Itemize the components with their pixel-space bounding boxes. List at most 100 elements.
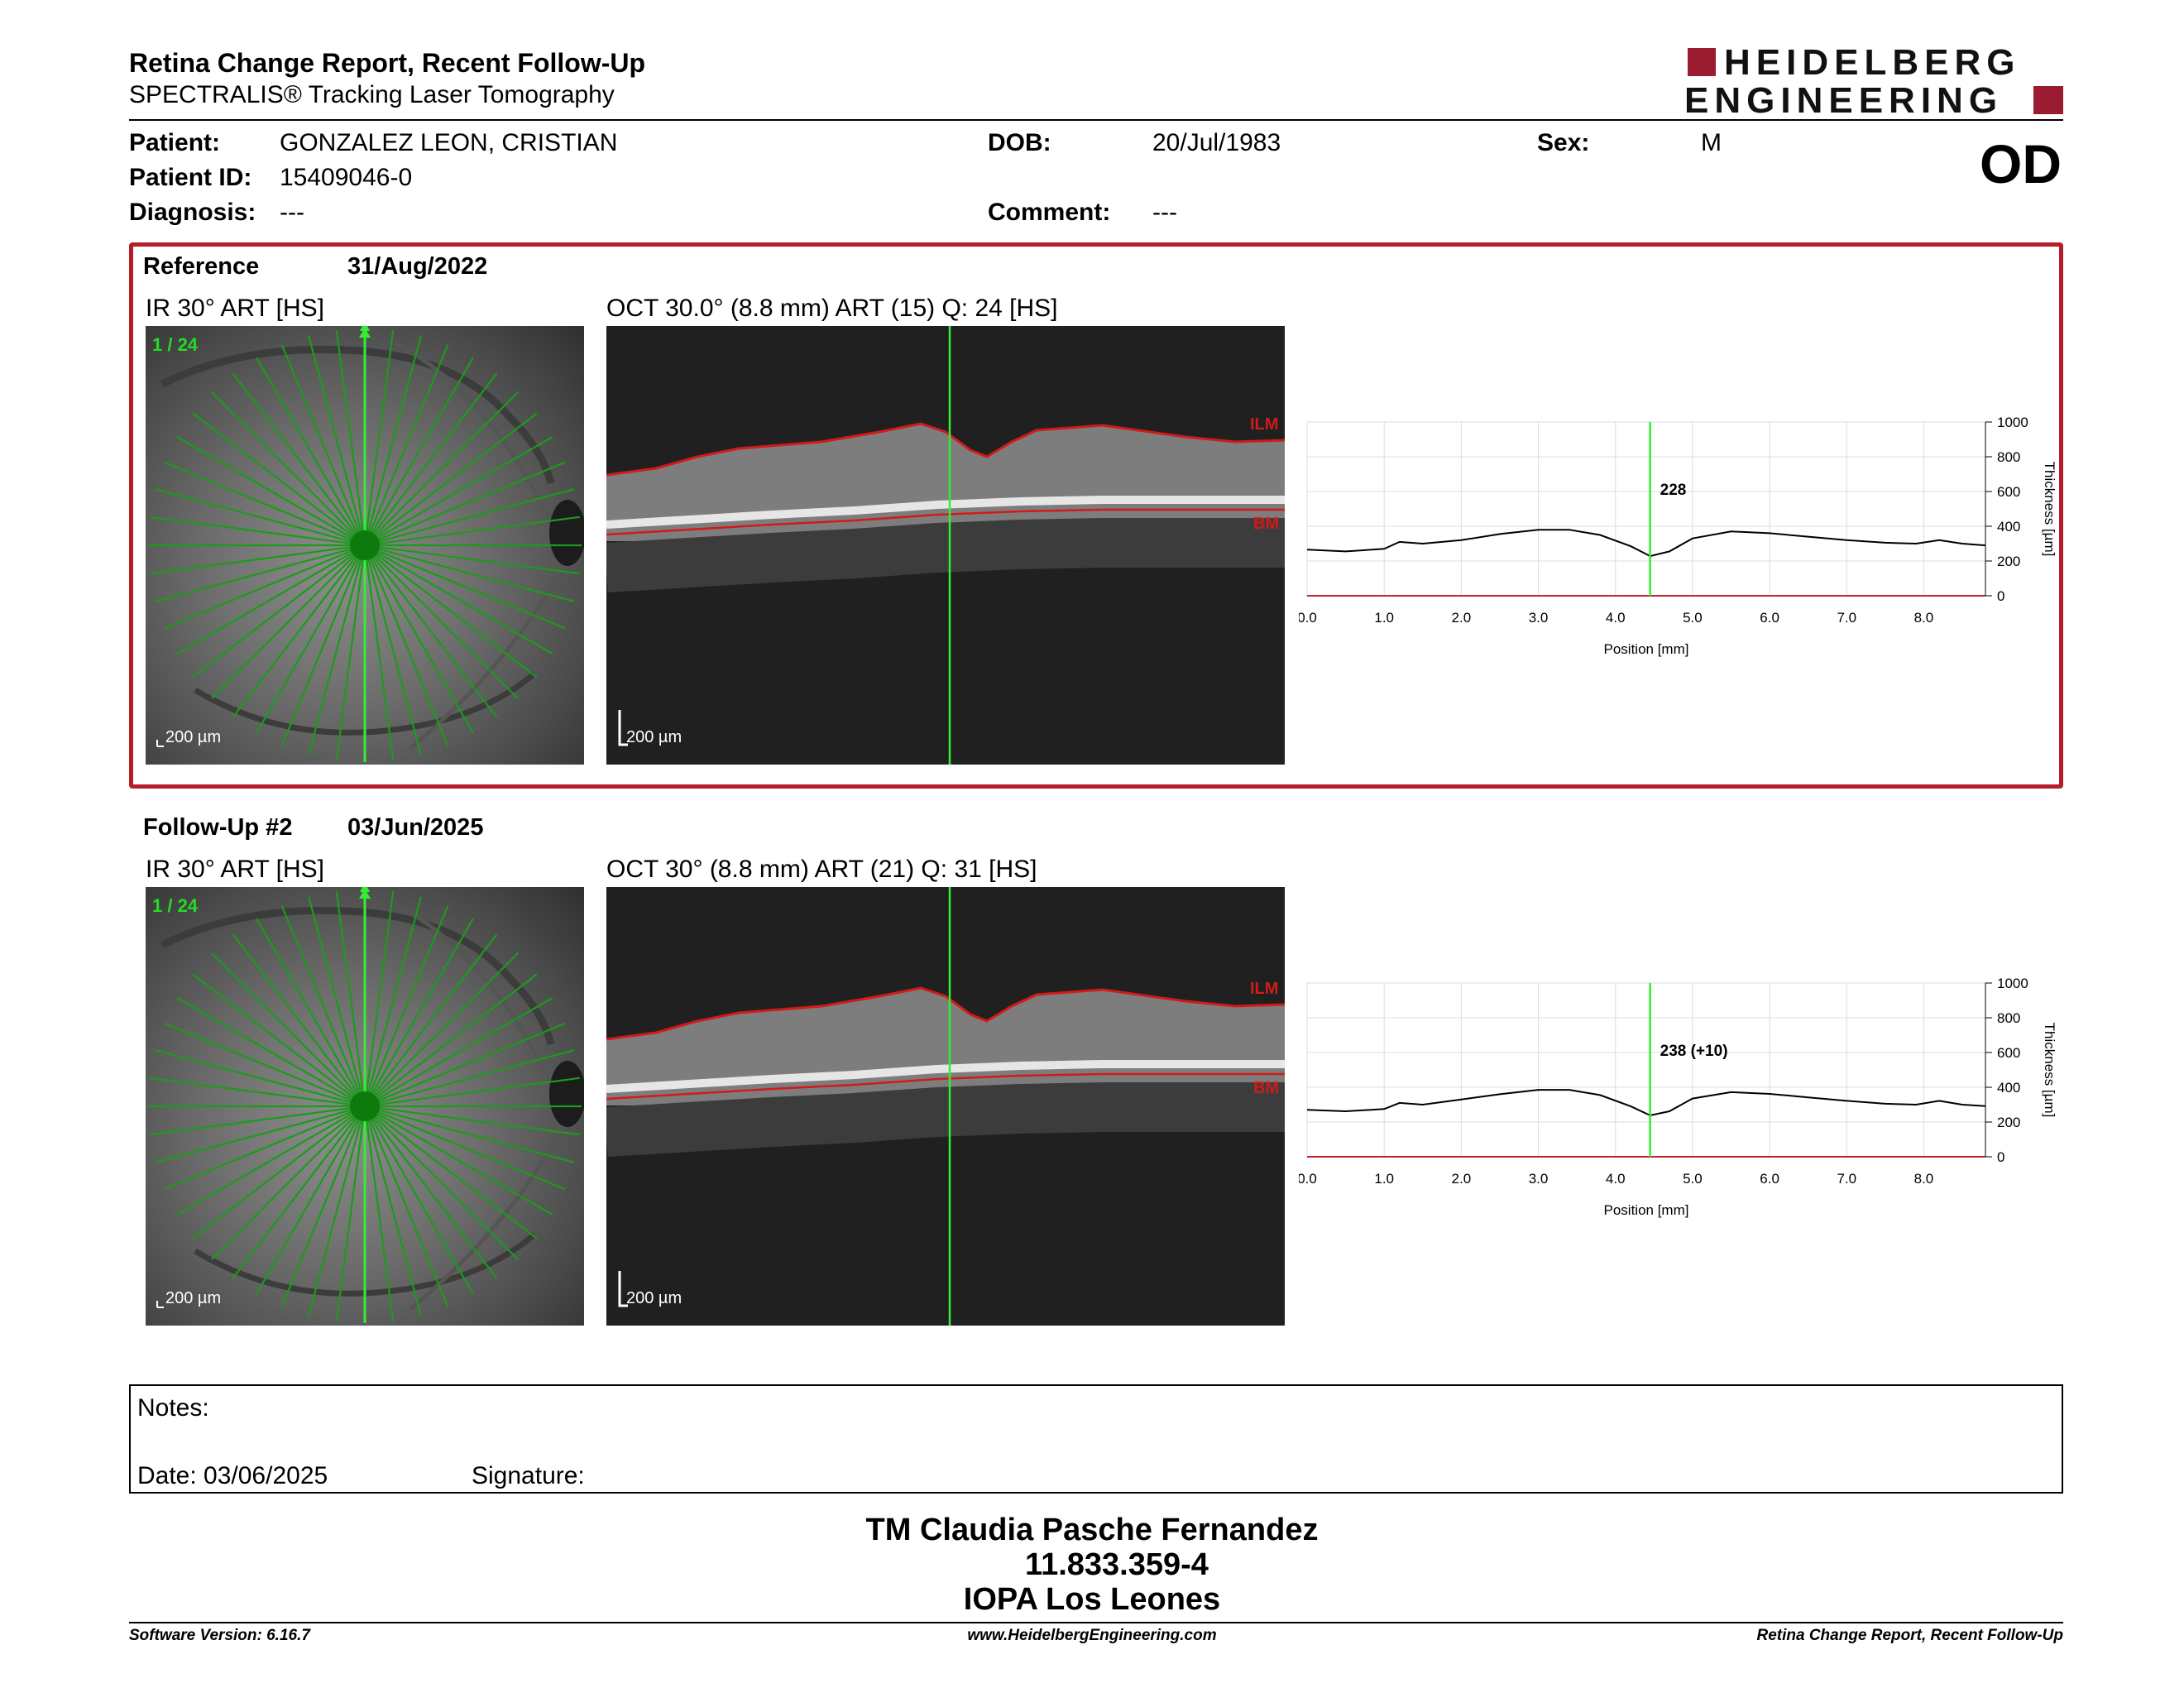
- patient-name: GONZALEZ LEON, CRISTIAN: [280, 129, 618, 156]
- header-divider: [129, 119, 2063, 121]
- x-tick-label: 2.0: [1452, 1171, 1472, 1187]
- x-tick-label: 8.0: [1914, 610, 1934, 626]
- followup-ilm-label: ILM: [1250, 980, 1279, 998]
- x-tick-label: 4.0: [1606, 610, 1626, 626]
- website-url: www.HeidelbergEngineering.com: [967, 1627, 1217, 1644]
- scan-direction-arrow: [359, 889, 371, 899]
- x-tick-label: 1.0: [1374, 1171, 1394, 1187]
- logo-line-1: HEIDELBERG: [1724, 42, 2021, 83]
- y-axis-label: Thickness [µm]: [2042, 462, 2057, 557]
- y-tick-label: 200: [1997, 1115, 2020, 1130]
- followup-date: 03/Jun/2025: [347, 814, 484, 841]
- retinal-vessel: [194, 671, 537, 736]
- reference-ilm-label: ILM: [1250, 415, 1279, 434]
- x-tick-label: 6.0: [1760, 610, 1779, 626]
- eye-indicator: OD: [1980, 133, 2062, 194]
- footer-divider: [129, 1622, 2063, 1623]
- followup-ir-label: IR 30° ART [HS]: [146, 856, 324, 883]
- x-tick-label: 5.0: [1683, 610, 1703, 626]
- y-tick-label: 800: [1997, 1010, 2020, 1026]
- retinal-vessel: [160, 906, 555, 1046]
- diagnosis-label: Diagnosis:: [129, 199, 256, 226]
- choroid: [606, 1082, 1285, 1157]
- rpe-band: [606, 1060, 1285, 1093]
- x-tick-label: 2.0: [1452, 610, 1472, 626]
- bm-boundary-line: [606, 508, 1285, 536]
- followup-oct-label: OCT 30° (8.8 mm) ART (21) Q: 31 [HS]: [606, 856, 1037, 883]
- x-tick-label: 6.0: [1760, 1171, 1779, 1187]
- ilm-boundary-line: [606, 422, 1285, 477]
- report-title: Retina Change Report, Recent Follow-Up: [129, 48, 646, 78]
- notes-label: Notes:: [137, 1394, 209, 1422]
- x-tick-label: 7.0: [1837, 610, 1856, 626]
- reference-ir-scale: 200 µm: [165, 728, 222, 746]
- signer-name: TM Claudia Pasche Fernandez: [865, 1513, 1319, 1547]
- followup-oct-bscan: ILM BM 200 µm: [606, 887, 1285, 1326]
- signer-id: 11.833.359-4: [1025, 1547, 1209, 1582]
- x-axis-label: Position [mm]: [1604, 641, 1689, 657]
- x-tick-label: 4.0: [1606, 1171, 1626, 1187]
- optic-disc: [549, 500, 584, 566]
- followup-ir-fundus-image: 1 / 24 200 µm: [146, 887, 584, 1326]
- retinal-vessel: [392, 901, 562, 1104]
- fovea-center: [350, 530, 380, 560]
- reference-bm-label: BM: [1253, 515, 1280, 533]
- scale-bar: [156, 1301, 164, 1308]
- retinal-vessel: [160, 345, 555, 485]
- x-tick-label: 1.0: [1374, 610, 1394, 626]
- notes-box: Notes: Date: 03/06/2025 Signature:: [129, 1384, 2063, 1494]
- retinal-vessel: [409, 573, 562, 750]
- x-tick-label: 5.0: [1683, 1171, 1703, 1187]
- report-subtitle: SPECTRALIS® Tracking Laser Tomography: [129, 81, 615, 108]
- scale-bar: [618, 1271, 628, 1307]
- followup-ir-corner-label: 1 / 24: [152, 895, 199, 916]
- retinal-vessel: [392, 340, 562, 543]
- followup-oct-layers: [606, 887, 1285, 1326]
- reference-date: 31/Aug/2022: [347, 253, 488, 280]
- followup-thickness-chart: 0.0 1.0 2.0 3.0 4.0 5.0 6.0 7.0 8.0 0 200 400 600 800…: [1299, 976, 2057, 1218]
- reference-frame: [129, 242, 2063, 789]
- optic-disc: [549, 1061, 584, 1127]
- reference-label: Reference: [143, 253, 260, 280]
- ilm-boundary-line: [606, 986, 1285, 1041]
- reference-fundus-radial-scan: [148, 326, 584, 762]
- followup-oct-scale: 200 µm: [626, 1289, 682, 1307]
- reference-ir-label: IR 30° ART [HS]: [146, 295, 324, 322]
- retinal-vessel: [409, 1134, 562, 1311]
- y-tick-label: 600: [1997, 484, 2020, 500]
- comment-label: Comment:: [988, 199, 1111, 226]
- y-tick-label: 1000: [1997, 976, 2028, 991]
- signer-place: IOPA Los Leones: [963, 1582, 1221, 1617]
- followup-label: Follow-Up #2: [143, 814, 293, 841]
- scale-bar: [618, 710, 628, 746]
- reference-ir-corner-label: 1 / 24: [152, 334, 199, 355]
- y-tick-label: 800: [1997, 449, 2020, 465]
- y-axis-label: Thickness [µm]: [2042, 1023, 2057, 1118]
- reference-oct-layers: [606, 326, 1285, 765]
- x-axis-label: Position [mm]: [1604, 1202, 1689, 1218]
- y-tick-label: 0: [1997, 1149, 2004, 1165]
- y-tick-label: 200: [1997, 554, 2020, 569]
- dob-value: 20/Jul/1983: [1152, 129, 1281, 156]
- x-tick-label: 0.0: [1299, 610, 1317, 626]
- sex-value: M: [1701, 129, 1722, 156]
- reference-oct-scale: 200 µm: [626, 728, 682, 746]
- footer-report-name: Retina Change Report, Recent Follow-Up: [1756, 1627, 2063, 1644]
- x-tick-label: 7.0: [1837, 1171, 1856, 1187]
- reference-oct-label: OCT 30.0° (8.8 mm) ART (15) Q: 24 [HS]: [606, 295, 1058, 322]
- y-tick-label: 400: [1997, 519, 2020, 535]
- followup-bm-label: BM: [1253, 1079, 1280, 1097]
- y-tick-label: 400: [1997, 1080, 2020, 1096]
- rpe-band: [606, 496, 1285, 529]
- sex-label: Sex:: [1537, 129, 1590, 156]
- notes-date: Date: 03/06/2025: [137, 1462, 328, 1489]
- followup-ir-scale: 200 µm: [165, 1289, 222, 1307]
- plot-area: [1306, 982, 1986, 1158]
- dob-label: DOB:: [988, 129, 1051, 156]
- patient-label: Patient:: [129, 129, 221, 156]
- x-tick-label: 8.0: [1914, 1171, 1934, 1187]
- fovea-center: [350, 1091, 380, 1121]
- patient-id-label: Patient ID:: [129, 164, 252, 191]
- signature-label: Signature:: [472, 1462, 585, 1489]
- reference-ir-fundus-image: 1 / 24 200 µm: [146, 326, 584, 765]
